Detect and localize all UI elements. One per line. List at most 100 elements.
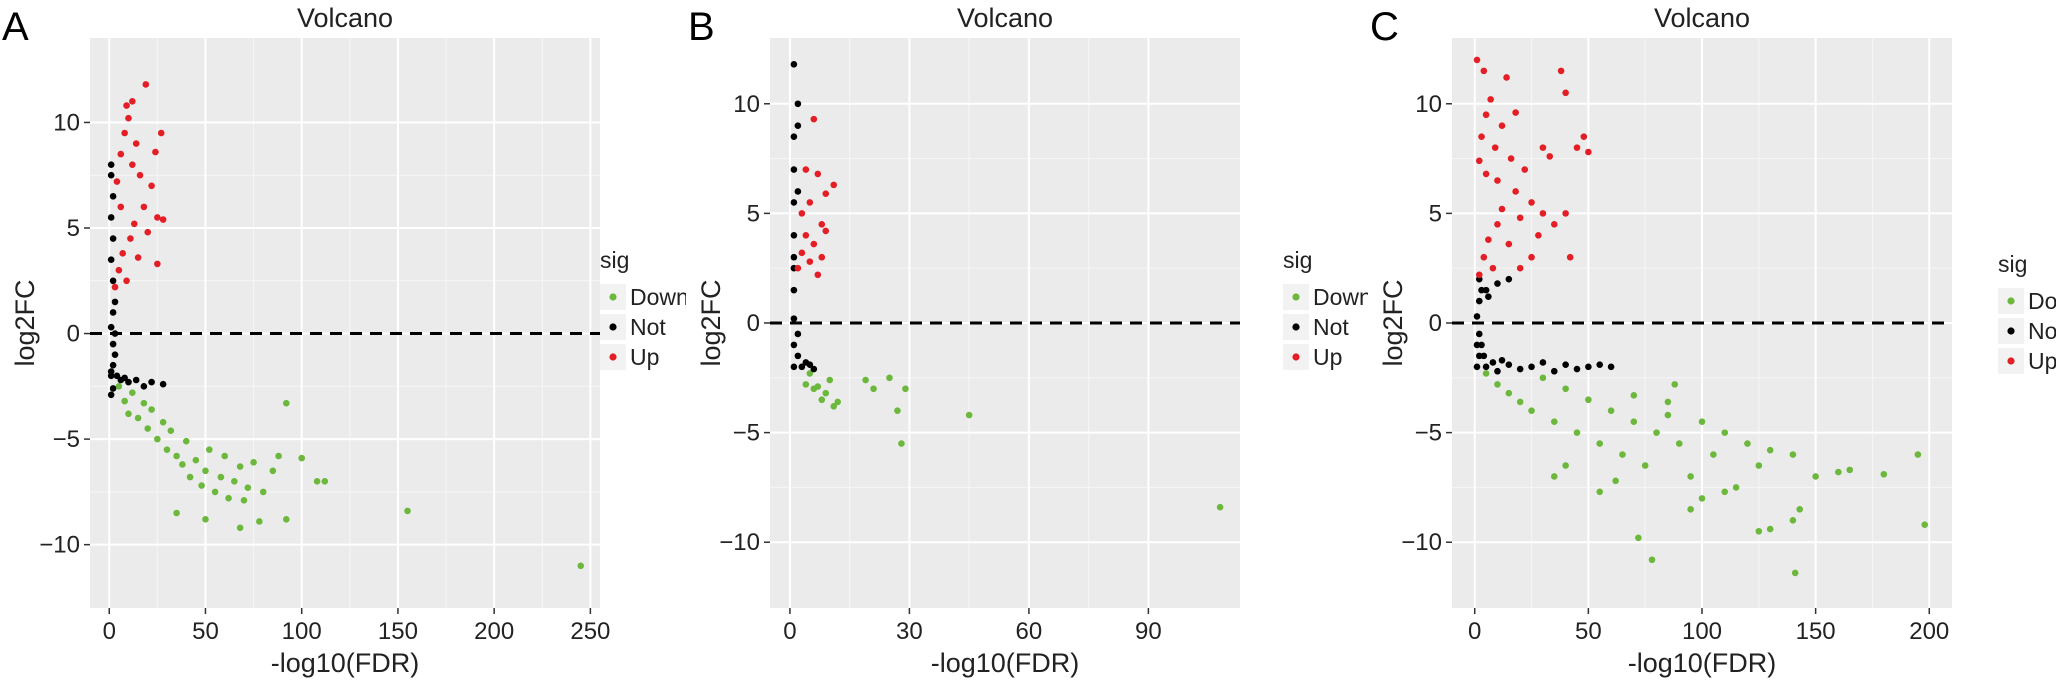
point-up-13 bbox=[810, 115, 818, 123]
volcano-chart-a: A Volcano 0 50 100 150 200 250 −10 −5 0 5 10 -log10(F… bbox=[2, 3, 686, 678]
point-up-14 bbox=[1562, 210, 1569, 217]
point-down-9 bbox=[159, 418, 167, 426]
point-up-6 bbox=[1505, 240, 1513, 248]
point-not-16 bbox=[1573, 365, 1581, 373]
point-down-39 bbox=[1635, 534, 1642, 542]
point-not-9 bbox=[109, 235, 117, 242]
point-not-23 bbox=[107, 368, 115, 375]
point-down-17 bbox=[198, 482, 205, 489]
legend-marker-down bbox=[1292, 293, 1300, 301]
point-down-5 bbox=[830, 403, 838, 410]
point-not-24 bbox=[1480, 352, 1488, 360]
x-tick-label-0: 0 bbox=[1468, 618, 1481, 645]
point-up-0 bbox=[111, 283, 119, 291]
legend-label-up: Up bbox=[2028, 348, 2056, 374]
point-down-38 bbox=[1648, 556, 1656, 564]
point-up-13 bbox=[1550, 221, 1558, 228]
point-down-11 bbox=[894, 407, 901, 414]
point-not-6 bbox=[790, 199, 798, 206]
point-down-13 bbox=[179, 461, 186, 468]
point-up-4 bbox=[1494, 221, 1501, 228]
y-tick-label-2: 0 bbox=[67, 321, 80, 348]
point-down-6 bbox=[814, 383, 822, 390]
point-down-31 bbox=[275, 452, 282, 460]
point-down-13 bbox=[1630, 418, 1638, 425]
y-tick-label-1: −5 bbox=[53, 426, 80, 453]
y-axis-title-c: log2FC bbox=[1378, 279, 1408, 366]
point-up-9 bbox=[148, 182, 155, 190]
point-up-5 bbox=[814, 271, 822, 279]
point-up-0 bbox=[1475, 271, 1483, 279]
point-not-8 bbox=[1482, 363, 1490, 371]
point-not-12 bbox=[798, 363, 806, 371]
x-tick-label-3: 150 bbox=[378, 618, 418, 645]
point-up-10 bbox=[822, 190, 830, 197]
point-not-20 bbox=[148, 378, 155, 386]
x-tick-label-4: 200 bbox=[474, 618, 514, 645]
point-up-7 bbox=[822, 227, 830, 235]
point-up-32 bbox=[1516, 264, 1524, 272]
y-axis-ticks-b: −10 −5 0 5 10 bbox=[719, 91, 770, 556]
point-not-19 bbox=[140, 383, 148, 390]
legend-label-not: Not bbox=[1313, 314, 1349, 340]
point-not-22 bbox=[1505, 275, 1513, 283]
point-up-1 bbox=[115, 266, 123, 274]
volcano-panel-b: B Volcano 0 30 60 90 −10 −5 0 5 10 -log10(FDR) log2F… bbox=[686, 0, 1368, 680]
point-down-42 bbox=[1721, 488, 1729, 496]
gridlines-b bbox=[770, 38, 1240, 608]
x-axis-title-c: -log10(FDR) bbox=[1628, 648, 1777, 678]
chart-title-b: Volcano bbox=[957, 3, 1053, 33]
point-down-41 bbox=[1698, 495, 1706, 502]
point-down-1 bbox=[121, 397, 128, 405]
point-not-0 bbox=[1473, 363, 1481, 371]
point-down-42 bbox=[577, 562, 585, 570]
point-up-0 bbox=[794, 264, 802, 272]
y-tick-label-0: −10 bbox=[1401, 529, 1442, 556]
point-down-28 bbox=[1835, 468, 1842, 476]
point-down-12 bbox=[902, 385, 909, 393]
point-up-6 bbox=[134, 254, 142, 261]
point-up-6 bbox=[818, 253, 826, 261]
point-down-35 bbox=[1791, 569, 1799, 577]
point-not-18 bbox=[132, 376, 140, 384]
point-not-11 bbox=[109, 193, 117, 200]
point-up-23 bbox=[1480, 67, 1488, 75]
point-up-27 bbox=[1573, 144, 1581, 151]
point-up-2 bbox=[802, 232, 810, 239]
point-down-17 bbox=[834, 398, 842, 406]
volcano-chart-c: C Volcano 0 50 100 150 200 −10 −5 0 5 10 -log10(FDR)… bbox=[1370, 3, 2056, 678]
point-not-17 bbox=[1585, 363, 1592, 371]
point-up-14 bbox=[129, 161, 136, 168]
point-down-37 bbox=[1766, 525, 1774, 533]
point-down-40 bbox=[1687, 506, 1694, 513]
point-not-2 bbox=[1478, 341, 1485, 349]
point-not-8 bbox=[107, 256, 115, 263]
point-down-49 bbox=[1630, 392, 1638, 399]
point-down-25 bbox=[1766, 446, 1774, 454]
point-down-11 bbox=[1607, 407, 1615, 414]
point-up-7 bbox=[1512, 188, 1519, 195]
point-not-21 bbox=[1494, 280, 1501, 287]
point-not-6 bbox=[1478, 286, 1485, 294]
y-tick-label-0: −10 bbox=[719, 529, 760, 556]
series-up-a bbox=[111, 81, 167, 291]
point-up-19 bbox=[1491, 144, 1499, 151]
point-not-5 bbox=[790, 232, 798, 239]
point-down-30 bbox=[269, 467, 277, 475]
point-down-22 bbox=[1732, 484, 1740, 491]
legend-label-up: Up bbox=[1313, 344, 1342, 370]
x-tick-label-2: 100 bbox=[1682, 618, 1722, 645]
point-down-48 bbox=[1671, 381, 1679, 388]
point-not-26 bbox=[1498, 356, 1506, 364]
point-not-24 bbox=[109, 385, 117, 392]
point-down-34 bbox=[313, 478, 321, 485]
x-axis-title-b: -log10(FDR) bbox=[931, 648, 1080, 678]
panel-letter-c: C bbox=[1370, 5, 1399, 49]
point-not-5 bbox=[109, 309, 117, 316]
point-not-4 bbox=[1473, 313, 1481, 320]
point-down-44 bbox=[1562, 462, 1569, 469]
point-up-21 bbox=[117, 203, 125, 211]
point-down-30 bbox=[1880, 470, 1888, 478]
point-up-10 bbox=[1528, 199, 1535, 206]
